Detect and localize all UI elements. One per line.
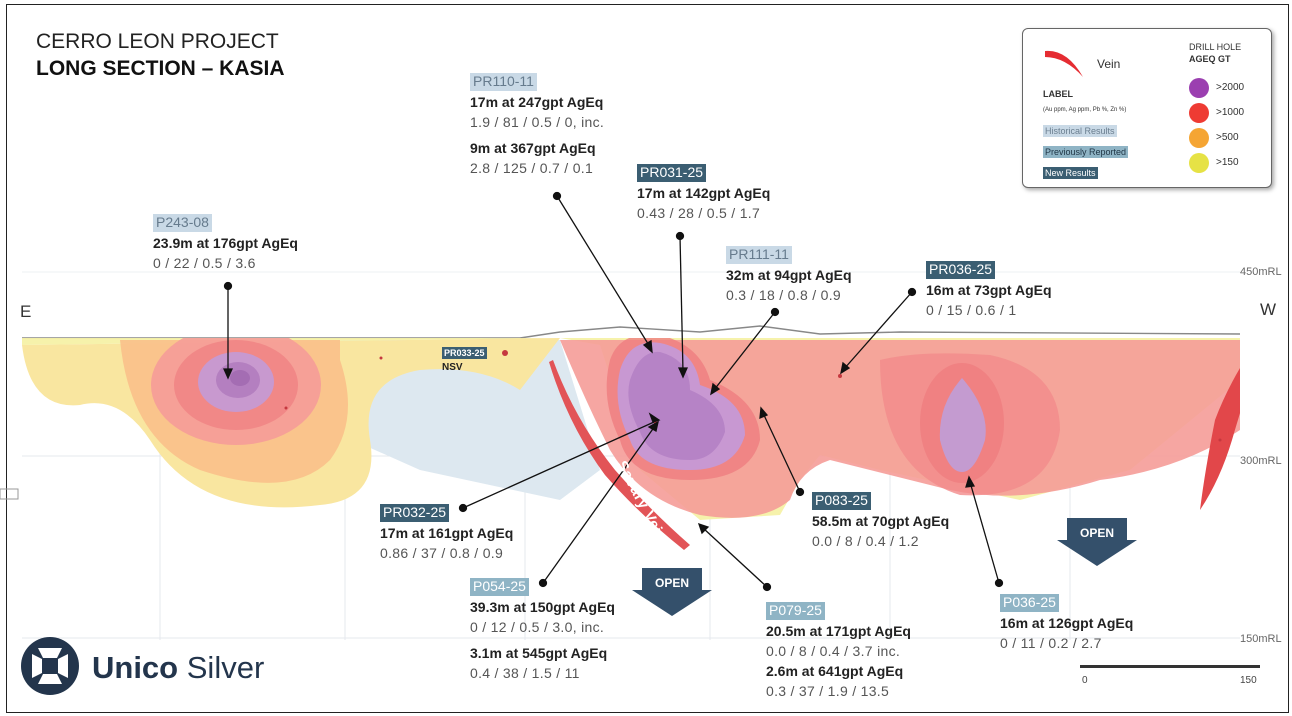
- legend-vein: Vein: [1097, 57, 1121, 71]
- hole-id: PR031-25: [637, 164, 707, 182]
- topography-line: [22, 325, 1241, 339]
- assay-values: 0.43 / 28 / 0.5 / 1.7: [637, 204, 761, 221]
- intercept: 3.1m at 545gpt AgEq: [470, 644, 608, 661]
- assay-values: 1.9 / 81 / 0.5 / 0, inc.: [470, 113, 605, 130]
- intercept: 17m at 161gpt AgEq: [380, 524, 514, 541]
- hole-label-pr032-25: PR032-25 17m at 161gpt AgEq 0.86 / 37 / …: [380, 503, 513, 564]
- assay-values: 0.4 / 38 / 1.5 / 11: [470, 664, 580, 681]
- intercept: 39.3m at 150gpt AgEq: [470, 598, 615, 615]
- hole-label-p079-25: P079-25 20.5m at 171gpt AgEq 0.0 / 8 / 0…: [766, 601, 911, 702]
- legend-drill-hole: DRILL HOLE: [1189, 42, 1242, 52]
- legend-historical: Historical Results: [1043, 125, 1117, 137]
- direction-west: W: [1260, 300, 1277, 319]
- hole-label-p243-08: P243-08 23.9m at 176gpt AgEq 0 / 22 / 0.…: [153, 213, 298, 274]
- hole-id-pr033-25: PR033-25: [442, 347, 487, 359]
- assay-values: 0 / 11 / 0.2 / 2.7: [1000, 634, 1102, 651]
- grade-contours: [22, 338, 1240, 550]
- legend-ageq-gt: AGEQ GT: [1189, 54, 1231, 64]
- assay-values: 0.0 / 8 / 0.4 / 3.7 inc.: [766, 642, 901, 659]
- grade-label: >150: [1216, 157, 1239, 168]
- down-arrow-icon: [632, 568, 712, 616]
- intercept: 16m at 73gpt AgEq: [926, 281, 1052, 298]
- grade-dot: [1189, 128, 1209, 148]
- grade-dot: [1189, 153, 1209, 173]
- scale-start: 0: [1082, 675, 1088, 686]
- hole-label-p036-25: P036-25 16m at 126gpt AgEq 0 / 11 / 0.2 …: [1000, 593, 1133, 654]
- figure-title: CERRO LEON PROJECT: [36, 30, 279, 53]
- assay-values: 0 / 15 / 0.6 / 1: [926, 301, 1017, 318]
- hole-label-pr111-11: PR111-11 32m at 94gpt AgEq 0.3 / 18 / 0.…: [726, 245, 852, 306]
- open-arrow: OPEN: [632, 568, 712, 616]
- intercept: 32m at 94gpt AgEq: [726, 266, 852, 283]
- grade-label: >1000: [1216, 107, 1245, 118]
- assay-values: 0.0 / 8 / 0.4 / 1.2: [812, 532, 919, 549]
- figure-subtitle: LONG SECTION – KASIA: [36, 57, 285, 80]
- down-arrow-icon: [1057, 518, 1137, 566]
- edge-marker: [0, 488, 19, 500]
- assay-values: 0.3 / 37 / 1.9 / 13.5: [766, 682, 890, 699]
- intercept: 17m at 247gpt AgEq: [470, 93, 604, 110]
- intercept: 20.5m at 171gpt AgEq: [766, 622, 911, 639]
- logo-word-unico: Unico: [92, 650, 179, 685]
- intercept: 2.6m at 641gpt AgEq: [766, 662, 904, 679]
- hole-id: PR110-11: [470, 73, 537, 91]
- vein-swatch-icon: [1045, 50, 1083, 77]
- legend-previous: Previously Reported: [1043, 146, 1129, 158]
- logo-text: Unico Silver: [92, 650, 264, 686]
- elevation-label: 450mRL: [1240, 266, 1282, 278]
- hole-id: P054-25: [470, 578, 529, 596]
- scale-end: 150: [1240, 675, 1257, 686]
- scale-line: [1080, 665, 1260, 668]
- grade-label: >500: [1216, 132, 1239, 143]
- hole-label-pr110-11: PR110-11 17m at 247gpt AgEq 1.9 / 81 / 0…: [470, 72, 604, 179]
- elevation-label: 300mRL: [1240, 455, 1282, 467]
- hole-id: P036-25: [1000, 594, 1059, 612]
- open-label: OPEN: [1079, 526, 1114, 540]
- grade-dot: [1189, 78, 1209, 98]
- elevation-label: 150mRL: [1240, 633, 1282, 645]
- hole-id: PR032-25: [380, 504, 450, 522]
- hole-label-p054-25: P054-25 39.3m at 150gpt AgEq 0 / 12 / 0.…: [470, 577, 615, 684]
- hole-id: P243-08: [153, 214, 212, 232]
- legend-label-units: (Au ppm, Ag ppm, Pb %, Zn %): [1043, 107, 1127, 113]
- intercept: 9m at 367gpt AgEq: [470, 139, 596, 156]
- hole-id: PR111-11: [726, 246, 792, 264]
- leader-lines: [222, 191, 1004, 592]
- direction-east: E: [20, 302, 32, 321]
- grade-label: >2000: [1216, 82, 1245, 93]
- scale-bar: 0 150: [1068, 655, 1268, 707]
- intercept: 17m at 142gpt AgEq: [637, 184, 771, 201]
- assay-values: 0 / 12 / 0.5 / 3.0, inc.: [470, 618, 605, 635]
- intercept: 16m at 126gpt AgEq: [1000, 614, 1134, 631]
- hole-label-pr031-25: PR031-25 17m at 142gpt AgEq 0.43 / 28 / …: [637, 163, 770, 224]
- legend-label-heading: LABEL: [1043, 89, 1073, 99]
- open-label: OPEN: [654, 576, 689, 590]
- unico-logo-icon: [21, 637, 79, 695]
- figure-frame: [6, 4, 1289, 713]
- legend-new: New Results: [1043, 167, 1098, 179]
- grade-dot: [1189, 103, 1209, 123]
- nsv-note: NSV: [442, 362, 463, 373]
- hole-id: P079-25: [766, 602, 825, 620]
- legend: Vein DRILL HOLE AGEQ GT LABEL (Au ppm, A…: [1022, 28, 1272, 188]
- logo-word-silver: Silver: [186, 650, 265, 685]
- open-arrow: OPEN: [1057, 518, 1137, 566]
- intercept: 58.5m at 70gpt AgEq: [812, 512, 950, 529]
- hole-id: P083-25: [812, 492, 871, 510]
- assay-values: 0.3 / 18 / 0.8 / 0.9: [726, 286, 841, 303]
- assay-values: 2.8 / 125 / 0.7 / 0.1: [470, 159, 594, 176]
- intercept: 23.9m at 176gpt AgEq: [153, 234, 298, 251]
- hole-label-pr036-25: PR036-25 16m at 73gpt AgEq 0 / 15 / 0.6 …: [926, 260, 1052, 321]
- assay-values: 0.86 / 37 / 0.8 / 0.9: [380, 544, 504, 561]
- assay-values: 0 / 22 / 0.5 / 3.6: [153, 254, 256, 271]
- hole-label-p083-25: P083-25 58.5m at 70gpt AgEq 0.0 / 8 / 0.…: [812, 491, 949, 552]
- hole-id: PR036-25: [926, 261, 996, 279]
